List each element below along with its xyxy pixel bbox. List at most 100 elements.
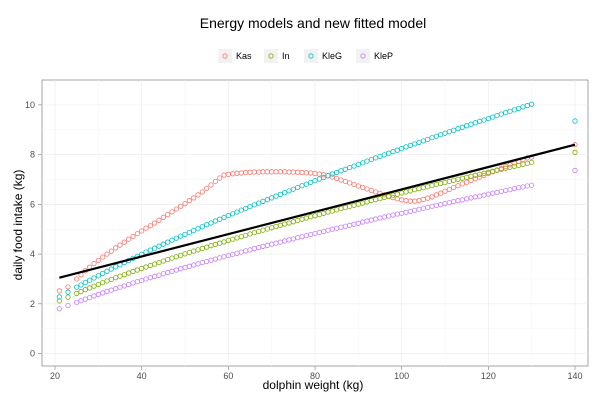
x-tick-label: 120	[481, 371, 496, 381]
data-point	[373, 155, 379, 161]
data-point	[100, 254, 106, 260]
data-point	[277, 191, 283, 197]
data-point	[139, 277, 145, 284]
data-point	[143, 264, 149, 270]
data-point	[282, 190, 288, 196]
x-tick-label: 100	[394, 371, 409, 381]
data-point	[459, 124, 465, 130]
data-point	[338, 177, 344, 183]
data-point	[204, 222, 210, 228]
data-point	[82, 296, 88, 302]
data-point	[260, 198, 266, 204]
y-tick-label: 6	[30, 199, 35, 209]
data-point	[108, 287, 114, 293]
data-point	[152, 245, 158, 251]
legend-label: Kas	[236, 51, 252, 61]
data-point	[165, 256, 171, 263]
data-point	[572, 167, 578, 174]
data-point	[511, 107, 517, 113]
data-point	[399, 146, 405, 152]
data-point	[325, 173, 331, 179]
fitted-model-line	[59, 143, 576, 279]
data-point	[121, 283, 127, 289]
legend: Kas In KleG KleP	[218, 49, 393, 63]
data-point	[403, 144, 409, 150]
data-point	[386, 150, 392, 156]
data-point	[65, 294, 71, 300]
data-points	[56, 101, 578, 312]
data-point	[269, 195, 275, 201]
data-point	[204, 185, 210, 192]
data-point	[186, 249, 192, 256]
data-point	[100, 290, 106, 296]
data-point	[347, 180, 353, 186]
data-point	[529, 101, 535, 107]
data-point	[247, 203, 253, 210]
x-tick-label: 20	[50, 371, 60, 381]
data-point	[178, 252, 184, 258]
data-point	[191, 195, 197, 201]
data-point	[451, 127, 457, 133]
data-point	[360, 160, 366, 166]
data-point	[191, 227, 197, 234]
data-point	[251, 202, 257, 208]
data-point	[429, 194, 435, 200]
data-point	[217, 216, 223, 222]
data-point	[160, 258, 166, 264]
legend-key	[356, 49, 370, 63]
y-tick-label: 4	[30, 249, 35, 259]
data-point	[217, 175, 223, 181]
data-point	[126, 281, 132, 288]
data-point	[446, 129, 452, 135]
data-point	[169, 237, 175, 243]
data-point	[152, 261, 158, 267]
data-point	[238, 207, 244, 213]
data-point	[351, 163, 357, 169]
y-axis-label: daily food intake (kg)	[11, 170, 25, 281]
data-point	[156, 259, 162, 266]
data-point	[91, 275, 97, 281]
data-point	[121, 239, 127, 245]
data-point	[481, 117, 487, 123]
data-point	[65, 284, 71, 290]
data-point	[312, 178, 318, 184]
data-point	[442, 188, 448, 194]
data-point	[507, 162, 513, 168]
data-point	[299, 183, 305, 189]
data-point	[230, 211, 236, 217]
data-point	[121, 272, 127, 278]
data-point	[95, 257, 101, 263]
data-point	[490, 114, 496, 120]
data-point	[78, 282, 84, 288]
data-point	[117, 273, 123, 279]
data-point	[472, 120, 478, 126]
y-axis: 0 2 4 6 8 10	[25, 100, 42, 359]
data-point	[156, 217, 162, 223]
data-point	[182, 231, 188, 238]
data-point	[147, 223, 153, 229]
legend-key	[304, 49, 318, 63]
data-point	[377, 153, 383, 159]
data-point	[308, 179, 314, 186]
data-point	[321, 174, 327, 181]
data-point	[74, 284, 80, 290]
data-point	[208, 220, 214, 226]
grid	[42, 80, 588, 366]
data-point	[485, 115, 491, 122]
data-point	[130, 233, 136, 240]
data-point	[113, 286, 119, 292]
data-point	[212, 178, 218, 185]
data-point	[446, 186, 452, 193]
data-point	[173, 235, 179, 241]
data-point	[507, 108, 513, 114]
data-point	[173, 254, 179, 260]
data-point	[455, 183, 461, 189]
legend-key	[264, 49, 278, 63]
data-point	[156, 243, 162, 249]
legend-label: KleP	[374, 51, 393, 61]
data-point	[364, 158, 370, 164]
data-point	[134, 267, 140, 273]
data-point	[329, 171, 335, 177]
data-point	[221, 214, 227, 221]
data-point	[65, 289, 71, 295]
